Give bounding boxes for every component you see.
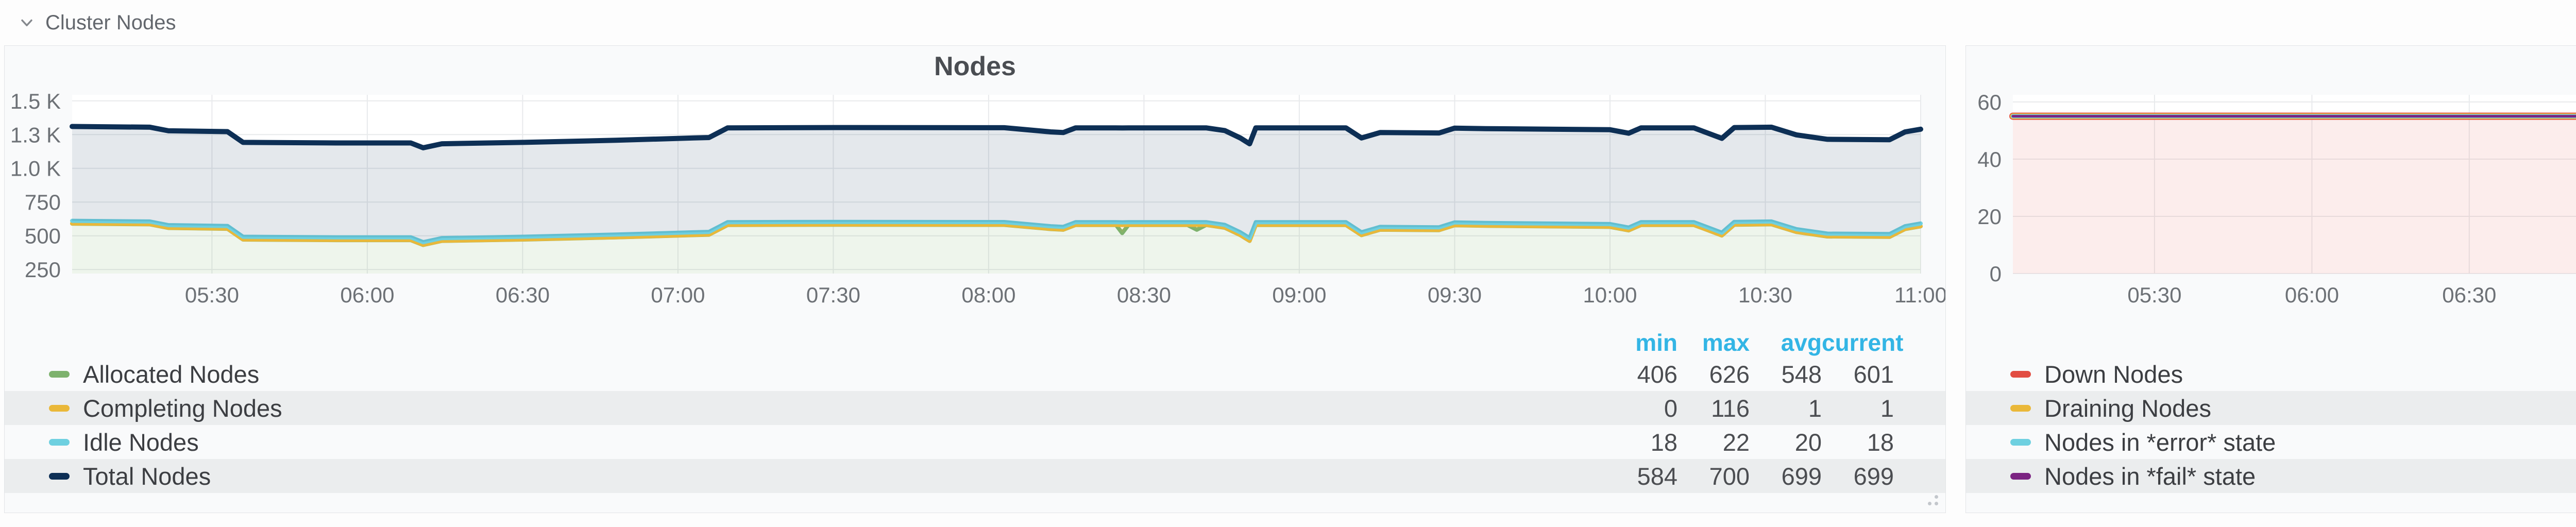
series-current-value: 601 — [1853, 360, 1894, 388]
svg-text:08:30: 08:30 — [1117, 283, 1171, 307]
series-avg-value: 548 — [1781, 360, 1822, 388]
panel-resize-handle[interactable] — [1923, 490, 1940, 507]
series-color-swatch — [2010, 404, 2031, 412]
series-label[interactable]: Nodes in *error* state — [2044, 428, 2276, 456]
legend-row: Allocated Nodes 406 626 548 601 — [5, 357, 1945, 391]
series-label[interactable]: Completing Nodes — [83, 394, 282, 422]
svg-text:11:00: 11:00 — [1894, 283, 1945, 307]
panel-row: Nodes 250 500 750 1.0 K 1.3 K 1.5 K 05:30 06:00… — [0, 45, 2576, 513]
series-label[interactable]: Idle Nodes — [83, 428, 199, 456]
legend-row: Draining Nodes0000 — [1966, 391, 2576, 425]
panel-title[interactable]: Nodes — [934, 52, 1016, 81]
nodes-legend: min max avg current Allocated Nodes 406 62… — [5, 328, 1945, 493]
series-max-value: 700 — [1709, 462, 1750, 490]
svg-text:250: 250 — [25, 258, 61, 282]
series-label[interactable]: Allocated Nodes — [83, 360, 260, 388]
series-avg-value: 699 — [1781, 462, 1822, 490]
series-color-swatch — [49, 370, 70, 378]
series-color-swatch — [49, 404, 70, 412]
series-avg-value: 20 — [1794, 428, 1822, 456]
legend-stats-header: min max avg current — [5, 328, 1945, 357]
svg-text:09:30: 09:30 — [1428, 283, 1482, 307]
svg-text:06:30: 06:30 — [496, 283, 550, 307]
series-label[interactable]: Total Nodes — [83, 462, 211, 490]
nodes-chart[interactable]: 250 500 750 1.0 K 1.3 K 1.5 K 05:30 06:00 06:30 0… — [5, 87, 1945, 314]
svg-text:60: 60 — [1977, 90, 2002, 114]
dashboard: Cluster Nodes Nodes 250 500 750 1.0 K 1.3 K 1… — [0, 0, 2576, 513]
svg-text:05:30: 05:30 — [2127, 283, 2181, 307]
chevron-down-icon — [18, 13, 36, 32]
series-avg-value: 1 — [1808, 394, 1822, 422]
svg-text:0: 0 — [1990, 262, 2002, 286]
series-label[interactable]: Draining Nodes — [2044, 394, 2211, 422]
series-label[interactable]: Down Nodes — [2044, 360, 2183, 388]
svg-text:05:30: 05:30 — [185, 283, 239, 307]
series-current-value: 699 — [1853, 462, 1894, 490]
series-min-value: 0 — [1664, 394, 1677, 422]
svg-text:1.5 K: 1.5 K — [10, 89, 61, 113]
legend-row: Nodes in *error* state0000 — [1966, 425, 2576, 459]
series-color-swatch — [2010, 370, 2031, 378]
panel-fail-down-drain-err-nodes: Fail/Down/Drain/Err Nodes 0 20 40 60 05:30 06… — [1965, 45, 2576, 513]
svg-text:500: 500 — [25, 224, 61, 248]
svg-text:10:00: 10:00 — [1583, 283, 1637, 307]
fail-down-legend: min max avg current Down Nodes55555555Dr… — [1966, 328, 2576, 493]
legend-row: Idle Nodes 18 22 20 18 — [5, 425, 1945, 459]
series-min-value: 406 — [1637, 360, 1677, 388]
panel-nodes: Nodes 250 500 750 1.0 K 1.3 K 1.5 K 05:30 06:00… — [4, 45, 1946, 513]
svg-text:1.3 K: 1.3 K — [10, 123, 61, 147]
svg-text:1.0 K: 1.0 K — [10, 157, 61, 181]
series-min-value: 584 — [1637, 462, 1677, 490]
legend-col-current[interactable]: current — [1822, 329, 1904, 356]
series-max-value: 626 — [1709, 360, 1750, 388]
legend-row: Completing Nodes 0 116 1 1 — [5, 391, 1945, 425]
series-label[interactable]: Nodes in *fail* state — [2044, 462, 2256, 490]
svg-text:07:00: 07:00 — [651, 283, 705, 307]
legend-col-max[interactable]: max — [1702, 329, 1750, 356]
svg-text:06:30: 06:30 — [2442, 283, 2496, 307]
legend-row: Nodes in *fail* state0000 — [1966, 459, 2576, 493]
series-current-value: 1 — [1880, 394, 1894, 422]
legend-col-min[interactable]: min — [1635, 329, 1677, 356]
svg-text:750: 750 — [25, 190, 61, 214]
series-min-value: 18 — [1650, 428, 1677, 456]
svg-text:10:30: 10:30 — [1738, 283, 1792, 307]
svg-text:06:00: 06:00 — [2285, 283, 2339, 307]
svg-text:07:30: 07:30 — [806, 283, 860, 307]
row-header-cluster-nodes[interactable]: Cluster Nodes — [0, 0, 2576, 45]
series-color-swatch — [49, 438, 70, 446]
panel-title[interactable]: Fail/Down/Drain/Err Nodes — [1966, 46, 2576, 87]
series-color-swatch — [2010, 472, 2031, 480]
series-max-value: 22 — [1722, 428, 1750, 456]
series-max-value: 116 — [1711, 394, 1750, 422]
fail-down-drain-err-chart[interactable]: 020406005:3006:0006:3007:0007:3008:0008:… — [1966, 87, 2576, 314]
svg-text:40: 40 — [1977, 147, 2002, 172]
svg-text:20: 20 — [1977, 205, 2002, 229]
series-color-swatch — [49, 472, 70, 480]
svg-text:09:00: 09:00 — [1272, 283, 1326, 307]
legend-col-avg[interactable]: avg — [1781, 329, 1822, 356]
series-color-swatch — [2010, 438, 2031, 446]
svg-text:06:00: 06:00 — [340, 283, 394, 307]
legend-row: Down Nodes55555555 — [1966, 357, 2576, 391]
legend-stats-header: min max avg current — [1966, 328, 2576, 357]
legend-row: Total Nodes 584 700 699 699 — [5, 459, 1945, 493]
row-title: Cluster Nodes — [45, 11, 176, 34]
series-current-value: 18 — [1867, 428, 1894, 456]
svg-text:08:00: 08:00 — [961, 283, 1015, 307]
